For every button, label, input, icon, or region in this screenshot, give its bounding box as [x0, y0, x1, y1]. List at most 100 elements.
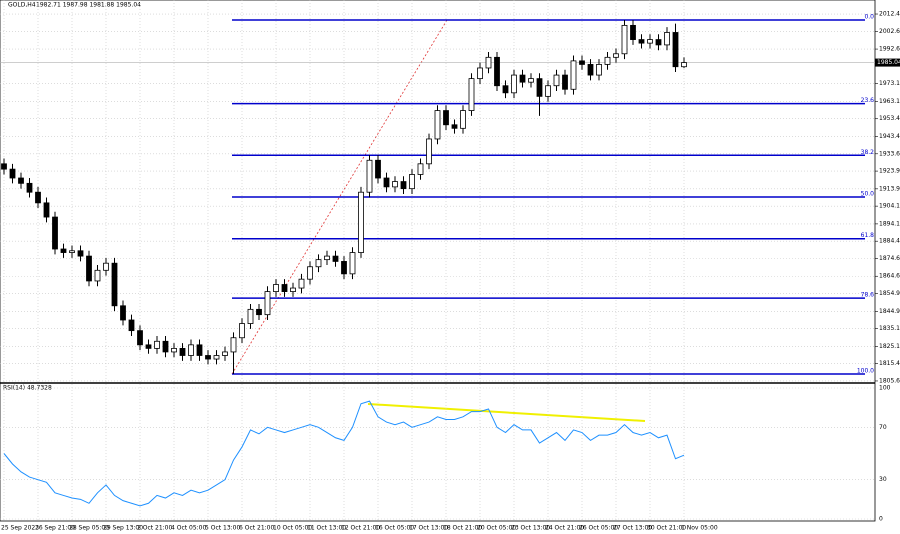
x-tick-label: 24 Oct 21:00 [545, 525, 584, 532]
candle-body [426, 138, 432, 165]
candle-body [366, 159, 373, 193]
y-tick-label: 1844.90 [879, 308, 900, 315]
candle-body [451, 124, 458, 129]
candle-body [86, 255, 92, 282]
candle-body [94, 269, 101, 282]
candle-body [528, 78, 534, 83]
candle-body [604, 56, 611, 65]
candle-body [536, 78, 543, 97]
candle-body [570, 60, 577, 90]
candle-body [579, 60, 585, 65]
candle-body [392, 181, 398, 188]
y-tick-label: 1943.40 [879, 133, 900, 140]
candle-body [230, 337, 237, 353]
x-tick-label: 30 Oct 21:00 [647, 525, 686, 532]
fib-label: 38.2 [861, 149, 875, 156]
ohlc-header: 1982.71 1987.98 1981.88 1985.04 [36, 2, 141, 9]
y-tick-label: 70 [879, 424, 887, 431]
fib-label: 23.6 [861, 97, 875, 104]
candle-body [196, 344, 203, 356]
candle-body [273, 284, 279, 292]
y-tick-label: 1973.15 [879, 80, 900, 87]
y-tick-label: 1864.65 [879, 273, 900, 280]
x-tick-label: 26 Oct 05:00 [579, 525, 618, 532]
candle-body [247, 308, 254, 324]
candle-body [128, 319, 135, 332]
candle-body [26, 182, 33, 193]
candle-body [519, 74, 526, 83]
candle-body [502, 85, 509, 94]
y-tick-label: 1913.90 [879, 185, 900, 192]
candle-body [264, 291, 271, 316]
chart-title: GOLD,H4 [8, 2, 36, 9]
x-tick-label: 16 Oct 05:00 [375, 525, 414, 532]
candle-body [349, 252, 356, 275]
candle-body [553, 74, 560, 87]
candle-body [409, 174, 415, 190]
candle-body [145, 344, 152, 349]
candle-body [400, 181, 407, 190]
x-tick-label: 6 Oct 21:00 [239, 525, 274, 532]
candle-body [307, 266, 313, 280]
y-tick-label: 1894.15 [879, 220, 900, 227]
candle-body [434, 110, 441, 140]
candle-body [375, 159, 381, 179]
candle-body [545, 85, 551, 97]
rsi-divergence-line [367, 403, 646, 422]
candle-body [468, 78, 475, 111]
plot-frame [0, 0, 876, 522]
candle-body [298, 278, 305, 289]
candle-body [239, 323, 245, 339]
y-tick-label: 1835.15 [879, 325, 900, 332]
candle-body [587, 64, 594, 76]
x-tick-label: 29 Sep 13:00 [103, 525, 143, 532]
candle-body [315, 259, 322, 268]
x-tick-label: 17 Oct 13:00 [409, 525, 448, 532]
candle-body [638, 39, 645, 44]
candle-body [664, 32, 670, 46]
candle-body [154, 340, 160, 349]
candle-body [69, 250, 75, 253]
x-tick-label: 28 Sep 05:00 [69, 525, 109, 532]
candle-body [477, 67, 483, 80]
candle-body [383, 177, 390, 188]
candle-body [137, 330, 143, 346]
candle-body [358, 191, 364, 253]
fib-label: 78.6 [861, 292, 875, 299]
candle-body [103, 262, 109, 271]
candle-body [681, 62, 687, 68]
y-tick-label: 30 [879, 476, 887, 483]
candle-body [77, 250, 84, 257]
candle-body [460, 110, 466, 129]
fib-label: 61.8 [861, 232, 875, 239]
candle-body [205, 355, 211, 360]
y-tick-label: 2002.65 [879, 28, 900, 35]
candle-body [443, 110, 449, 126]
candle-body [324, 255, 330, 261]
candle-body [18, 177, 24, 184]
y-tick-label: 2012.40 [879, 11, 900, 18]
y-tick-label: 1815.40 [879, 360, 900, 367]
candle-body [35, 191, 41, 204]
candle-body [562, 74, 568, 90]
x-tick-label: 25 Sep 2023 [1, 525, 39, 532]
candle-body [1, 163, 7, 170]
candle-body [613, 53, 619, 58]
candle-body [290, 287, 296, 292]
candle-body [511, 74, 517, 94]
y-tick-label: 1933.65 [879, 150, 900, 157]
fib-label: 100.0 [857, 367, 874, 374]
y-tick-label: 1884.40 [879, 238, 900, 245]
candle-body [120, 305, 126, 321]
y-tick-label: 1963.15 [879, 98, 900, 105]
x-tick-label: 18 Oct 21:00 [443, 525, 482, 532]
y-tick-label: 0 [879, 516, 883, 523]
x-tick-label: 10 Oct 05:00 [273, 525, 312, 532]
candle-body [485, 56, 492, 69]
x-tick-label: 26 Sep 21:00 [35, 525, 75, 532]
candle-body [213, 355, 220, 360]
x-tick-label: 23 Oct 13:00 [511, 525, 550, 532]
x-tick-label: 27 Oct 13:00 [613, 525, 652, 532]
y-tick-label: 1825.15 [879, 343, 900, 350]
